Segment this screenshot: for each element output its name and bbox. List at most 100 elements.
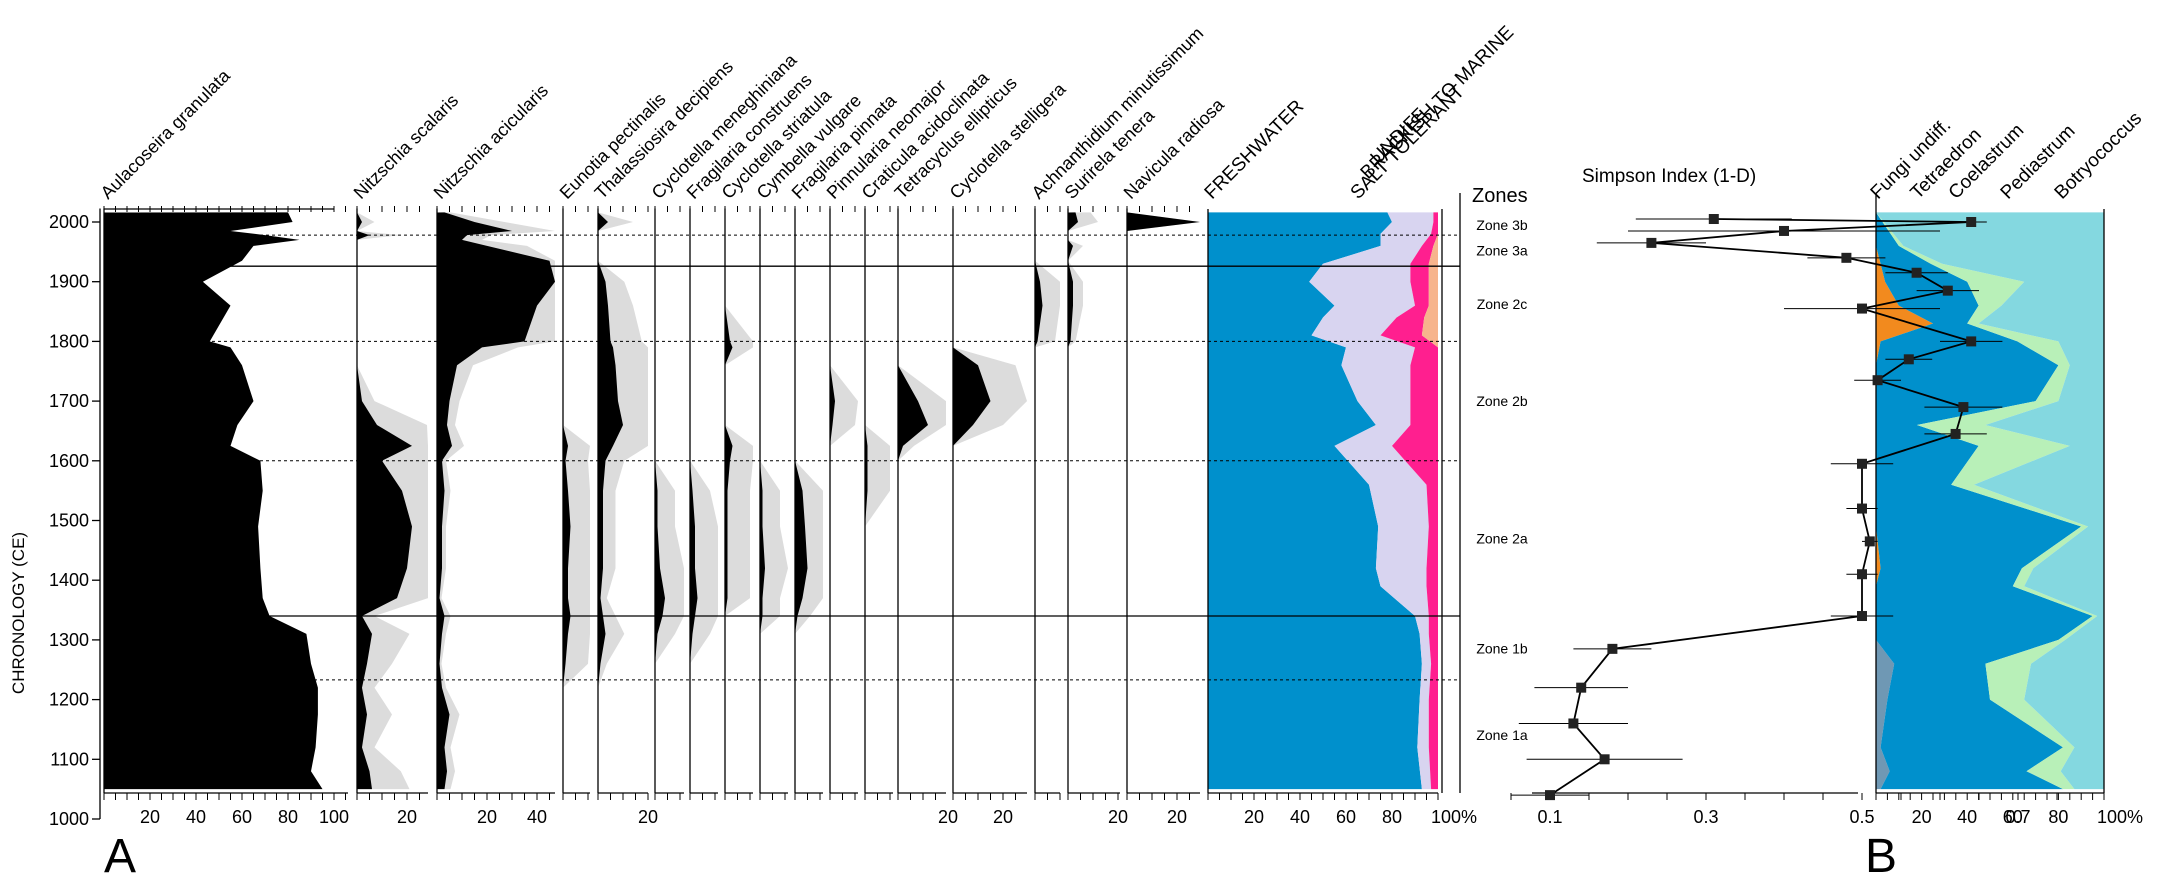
navicula-radiosa-tick-label: 20 [1167,807,1187,827]
pinnularia-neomajor-area [830,212,835,790]
pinnularia-neomajor-exaggeration [830,212,858,790]
panel-b-layer [1876,212,2104,790]
tetracyclus-ellipticus-tick-label: 20 [938,807,958,827]
panel-b-letter: B [1865,830,1897,881]
simpson-point [1864,536,1875,547]
panel-a-letter: A [104,830,136,881]
zone-label-zone-2c: Zone 2c [1477,296,1528,312]
cyclotella-meneghiniana-area [655,212,665,790]
panel-b-tick-label: 60 [2003,807,2023,827]
simpson-point [1872,375,1883,386]
groups-tick-label: 40 [1290,807,1310,827]
simpson-point [1576,682,1587,693]
simpson-point [1857,303,1867,314]
simpson-point [1857,569,1867,580]
pediastrum-band [1876,212,2098,790]
axes-layer: 20 40 60 80 100 20 20 40 20 20 20 20 20 20 40 60 80 100% 1… [49,193,2143,829]
simpson-tick-label: 0.1 [1537,807,1562,827]
zone-label-zone-3a: Zone 3a [1476,243,1528,259]
simpson-point [1966,217,1977,227]
cyclotella-stelligera-exaggeration [953,212,1027,790]
nitzschia-scalaris-tick-label: 20 [397,807,417,827]
tetraedron-band [1876,212,1933,790]
simpson-point [1942,285,1953,296]
simpson-point [1950,428,1961,439]
aulacoseira-granulata-tick-label: 60 [232,807,252,827]
y-axis-label: CHRONOLOGY (CE) [9,532,28,694]
tetracyclus-ellipticus-exaggeration [898,212,946,790]
eunotia-pectinalis-area [563,212,571,790]
cyclotella-striatula-exaggeration [725,212,753,790]
y-tick-label: 1700 [49,391,89,411]
groups-tick-label: 60 [1336,807,1356,827]
simpson-tick-label: 0.3 [1693,807,1718,827]
simpson-point [1857,611,1867,622]
cyclotella-meneghiniana-exaggeration [655,212,684,790]
cymbella-vulgare-area [760,212,765,790]
eunotia-pectinalis-exaggeration [563,212,590,790]
y-tick-label: 1400 [49,570,89,590]
brackish-to-marine-band [1380,212,1438,790]
simpson-point [1708,214,1719,225]
thalassiosira-decipiens-area [598,212,623,790]
aulacoseira-granulata-tick-label: 80 [278,807,298,827]
freshwater-band [1208,212,1422,790]
achnanthidium-minutissimum-exaggeration [1035,212,1060,790]
undiff-band [1421,212,1438,790]
y-tick-label: 1600 [49,451,89,471]
thalassiosira-decipiens-tick-label: 20 [638,807,658,827]
ecological-groups-layer [1208,212,1438,790]
aulacoseira-granulata-tick-label: 100 [319,807,349,827]
navicula-radiosa-exaggeration [1127,212,1200,790]
simpson-point [1545,790,1555,801]
simpson-point [1911,267,1922,278]
series-labels: Aulacoseira granulata Nitzschia scalarisN… [97,22,2146,203]
panel-b-tick-label: 100% [2097,807,2143,827]
zone-boundary-lines: Zone 3b Zone 3a Zone 2c Zone 2b Zone 2a Zone … [104,193,1528,793]
simpson-point [1841,252,1852,263]
y-tick-label: 2000 [49,212,89,232]
simpson-point [1779,225,1789,236]
achnanthidium-minutissimum-label: Achnanthidium minutissimum [1028,23,1208,203]
achnanthidium-minutissimum-area [1035,212,1043,790]
surirela-tenera-area [1068,212,1078,790]
navicula-radiosa-area [1127,212,1200,790]
groups-tick-label: 100% [1431,807,1477,827]
zone-label-zone-1a: Zone 1a [1476,727,1528,743]
botryococcus-band [1876,212,2104,790]
simpson-point [1607,643,1618,654]
y-tick-label: 1100 [50,749,89,769]
y-tick-label: 1900 [49,272,89,292]
y-tick-label: 1500 [49,511,89,531]
panel-b-tick-label: 80 [2048,807,2068,827]
tetracyclus-ellipticus-area [898,212,928,790]
nitzschia-acicularis-tick-label: 40 [527,807,547,827]
craticula-acidoclinata-exaggeration [865,212,890,790]
panel-b-tick-label: 40 [1957,807,1977,827]
fragilaria-pinnata-area [795,212,808,790]
groups-tick-label: 80 [1382,807,1402,827]
aulacoseira-granulata-label: Aulacoseira granulata [97,65,235,203]
simpson-point [1568,718,1579,729]
simpson-point [1857,503,1867,514]
zone-label-zone-1b: Zone 1b [1476,640,1528,656]
cyclotella-stelligera-tick-label: 20 [993,807,1013,827]
simpson-tick-label: 0.5 [1849,807,1874,827]
simpson-index-plot [1511,214,2003,801]
fragilaria-construens-area [690,212,698,790]
fragilaria-construens-exaggeration [690,212,718,790]
zones-title: Zones [1472,185,1528,207]
y-tick-label: 1200 [49,690,89,710]
simpson-tick-label: 0.7 [2005,807,2030,827]
nitzschia-acicularis-tick-label: 20 [477,807,497,827]
y-tick-label: 1300 [49,630,89,650]
y-tick-label: 1000 [49,809,89,829]
y-tick-label: 1800 [49,331,89,351]
groups-tick-label: 20 [1244,807,1264,827]
coelastrum-band [1876,212,2093,790]
aulacoseira-granulata-tick-label: 40 [186,807,206,827]
taxa-fill-layer [104,212,1200,790]
panel-b-tick-label: 20 [1912,807,1932,827]
simpson-point [1646,237,1657,248]
cyclotella-stelligera-area [953,212,991,790]
